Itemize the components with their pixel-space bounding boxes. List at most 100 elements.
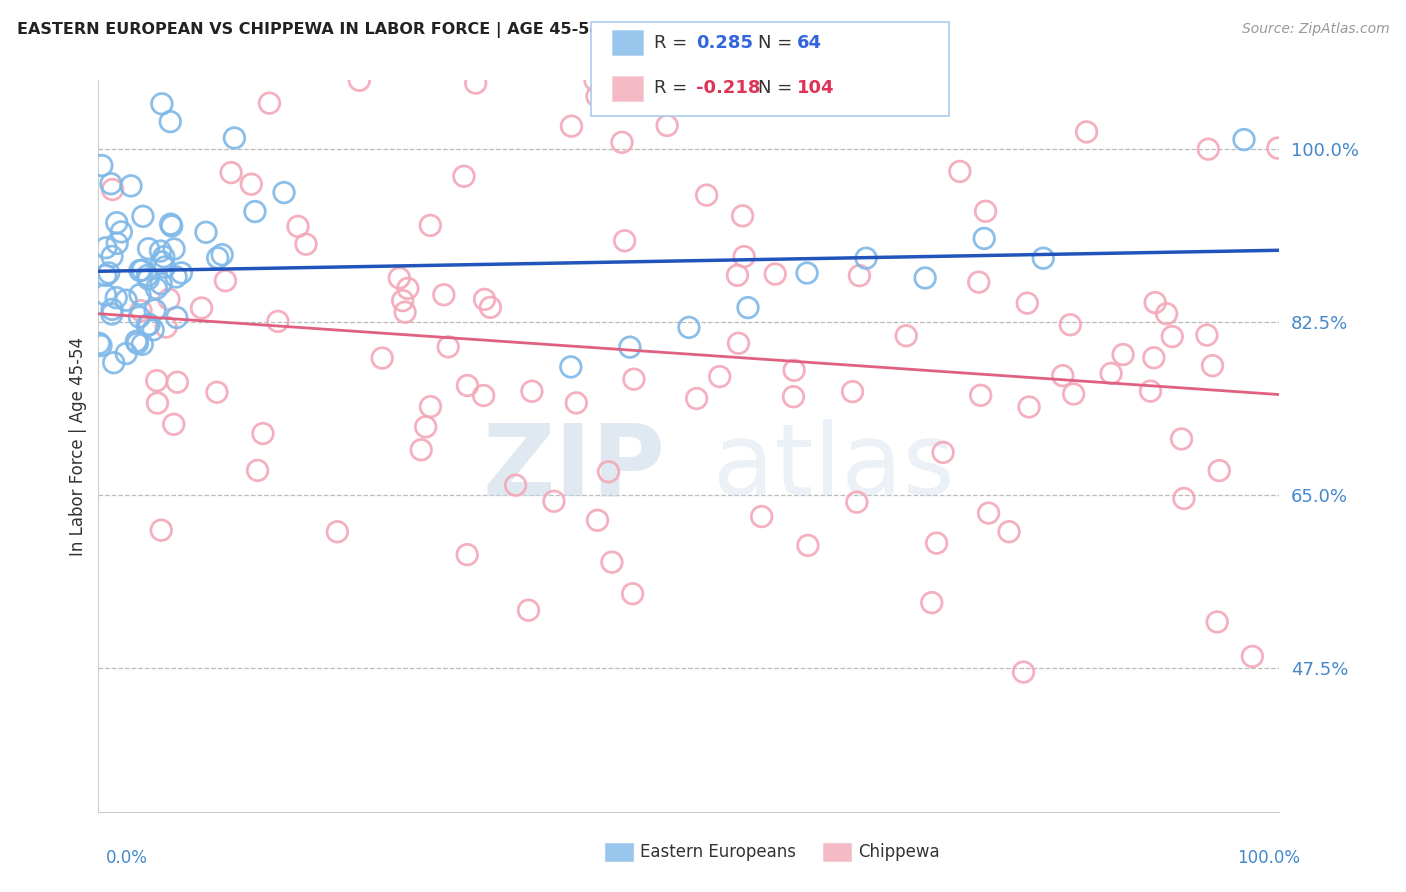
Point: [560, 359, 582, 374]
Point: [725, 268, 748, 283]
Point: [120, 178, 142, 193]
Point: [921, 596, 943, 610]
Point: [517, 603, 540, 617]
Point: [214, 274, 236, 288]
Point: [1063, 387, 1085, 401]
Point: [709, 369, 731, 384]
Point: [136, 272, 159, 286]
Point: [623, 372, 645, 386]
Point: [195, 225, 218, 239]
Point: [142, 323, 165, 337]
Point: [1052, 368, 1074, 383]
Text: 0.0%: 0.0%: [105, 849, 148, 867]
Point: [1018, 400, 1040, 414]
Y-axis label: In Labor Force | Age 45-54: In Labor Force | Age 45-54: [69, 336, 87, 556]
Point: [396, 281, 419, 295]
Point: [90, 159, 112, 173]
Point: [1156, 307, 1178, 321]
Text: 104: 104: [797, 79, 835, 97]
Point: [613, 234, 636, 248]
Point: [125, 334, 148, 349]
Point: [155, 320, 177, 334]
Point: [97, 266, 120, 280]
Point: [796, 266, 818, 280]
Point: [1012, 665, 1035, 679]
Point: [150, 255, 173, 269]
Point: [685, 392, 707, 406]
Text: Chippewa: Chippewa: [858, 843, 939, 861]
Text: EASTERN EUROPEAN VS CHIPPEWA IN LABOR FORCE | AGE 45-54 CORRELATION CHART: EASTERN EUROPEAN VS CHIPPEWA IN LABOR FO…: [17, 22, 797, 38]
Point: [267, 314, 290, 328]
Point: [848, 268, 870, 283]
Point: [211, 248, 233, 262]
Point: [1173, 491, 1195, 506]
Point: [149, 244, 172, 258]
Point: [737, 301, 759, 315]
Point: [160, 219, 183, 233]
Point: [100, 177, 122, 191]
Point: [1017, 296, 1039, 310]
Point: [101, 302, 124, 317]
Point: [841, 384, 863, 399]
Point: [240, 178, 263, 192]
Point: [731, 209, 754, 223]
Point: [153, 260, 176, 274]
Point: [136, 268, 159, 283]
Point: [543, 494, 565, 508]
Point: [1208, 464, 1230, 478]
Text: atlas: atlas: [713, 419, 955, 516]
Point: [391, 293, 413, 308]
Text: R =: R =: [654, 34, 693, 52]
Point: [110, 225, 132, 239]
Point: [90, 338, 112, 352]
Point: [914, 271, 936, 285]
Point: [252, 426, 274, 441]
Point: [371, 351, 394, 365]
Point: [1201, 359, 1223, 373]
Text: 100.0%: 100.0%: [1237, 849, 1301, 867]
Text: ZIP: ZIP: [482, 419, 665, 516]
Point: [136, 318, 159, 333]
Point: [696, 188, 718, 202]
Point: [1233, 132, 1256, 146]
Point: [159, 217, 181, 231]
Point: [1170, 432, 1192, 446]
Point: [970, 388, 993, 402]
Point: [974, 204, 997, 219]
Point: [388, 271, 411, 285]
Point: [967, 275, 990, 289]
Point: [150, 96, 173, 111]
Point: [479, 301, 502, 315]
Point: [583, 73, 606, 87]
Point: [1059, 318, 1081, 332]
Point: [472, 388, 495, 402]
Point: [224, 131, 246, 145]
Point: [326, 524, 349, 539]
Point: [105, 216, 128, 230]
Point: [896, 328, 918, 343]
Point: [586, 513, 609, 527]
Point: [505, 478, 527, 492]
Point: [411, 442, 433, 457]
Point: [1161, 329, 1184, 343]
Point: [453, 169, 475, 184]
Point: [783, 363, 806, 377]
Point: [205, 385, 228, 400]
Point: [520, 384, 543, 399]
Point: [437, 340, 460, 354]
Point: [132, 210, 155, 224]
Point: [949, 164, 972, 178]
Point: [127, 336, 149, 351]
Point: [207, 251, 229, 265]
Text: -0.218: -0.218: [696, 79, 761, 97]
Point: [94, 287, 117, 301]
Point: [973, 231, 995, 245]
Point: [1143, 351, 1166, 365]
Point: [474, 293, 496, 307]
Point: [129, 303, 152, 318]
Point: [163, 417, 186, 432]
Point: [419, 400, 441, 414]
Point: [152, 250, 174, 264]
Point: [138, 318, 160, 332]
Point: [101, 307, 124, 321]
